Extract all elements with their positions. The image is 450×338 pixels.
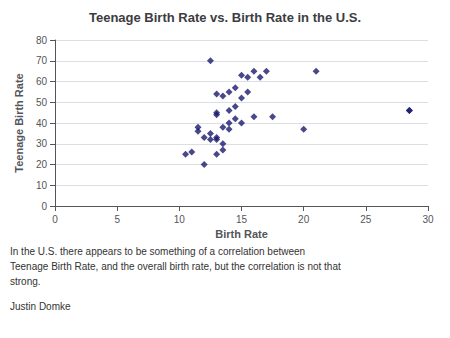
svg-text:Justin Domke: Justin Domke [10,301,71,312]
svg-text:0: 0 [41,201,47,212]
svg-text:strong.: strong. [10,276,41,287]
svg-text:Teenage Birth Rate: Teenage Birth Rate [13,73,25,172]
svg-text:30: 30 [422,214,434,225]
svg-text:15: 15 [236,214,248,225]
svg-text:20: 20 [298,214,310,225]
svg-text:0: 0 [52,214,58,225]
svg-text:5: 5 [114,214,120,225]
svg-text:10: 10 [174,214,186,225]
svg-text:10: 10 [36,180,48,191]
svg-text:Birth Rate: Birth Rate [215,228,268,240]
svg-text:Teenage Birth Rate, and the ov: Teenage Birth Rate, and the overall birt… [10,261,341,272]
svg-text:70: 70 [36,55,48,66]
svg-text:In the U.S. there appears to b: In the U.S. there appears to be somethin… [10,246,305,257]
svg-text:80: 80 [36,35,48,46]
svg-text:30: 30 [36,138,48,149]
svg-text:Teenage Birth Rate vs. Birth R: Teenage Birth Rate vs. Birth Rate in the… [89,10,361,25]
svg-text:20: 20 [36,159,48,170]
svg-text:50: 50 [36,97,48,108]
svg-text:40: 40 [36,118,48,129]
svg-text:25: 25 [360,214,372,225]
svg-text:60: 60 [36,76,48,87]
